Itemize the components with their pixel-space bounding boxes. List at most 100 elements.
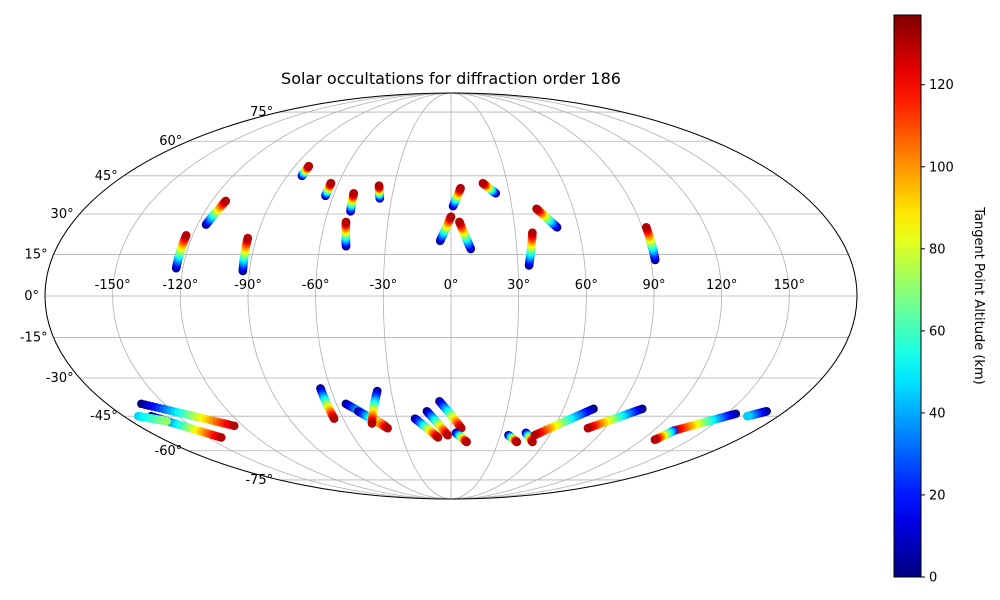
track-point — [349, 188, 359, 198]
occultation-track — [134, 411, 171, 426]
occultation-track — [346, 188, 359, 216]
track-point — [433, 433, 443, 442]
graticule — [44, 92, 858, 500]
latitude-tick-label: 75° — [250, 105, 273, 120]
latitude-tick-label: 45° — [95, 169, 118, 184]
track-point — [326, 178, 336, 188]
latitude-tick-label: 30° — [51, 207, 74, 222]
colorbar: 0 20 40 60 80 100 120 Tangent Point Altitude (… — [893, 14, 986, 586]
latitude-tick-labels: -75° -60° -45° -30° -15° 0° 15° 30° 45° 60° 75° — [20, 105, 273, 488]
longitude-tick-label: -90° — [234, 278, 262, 293]
colorbar-ticks: 0 20 40 60 80 100 120 — [921, 78, 954, 586]
longitude-gridline — [450, 92, 587, 500]
occultation-track — [201, 196, 231, 229]
track-point — [446, 212, 456, 221]
map-boundary — [44, 92, 858, 500]
colorbar-tick-label: 80 — [929, 242, 946, 257]
occultation-track — [297, 161, 314, 181]
track-point — [528, 228, 537, 237]
longitude-tick-label: -30° — [369, 278, 397, 293]
colorbar-tick-label: 40 — [929, 406, 946, 421]
longitude-gridline — [450, 92, 655, 500]
longitude-tick-labels: -150° -120° -90° -60° -30° 0° 30° 60° 90° 120° 150… — [95, 278, 805, 293]
occultation-track — [448, 183, 465, 211]
occultation-track — [316, 384, 339, 423]
chart-title: Solar occultations for diffraction order… — [281, 69, 621, 88]
longitude-tick-label: -60° — [302, 278, 330, 293]
longitude-tick-label: -150° — [95, 278, 131, 293]
longitude-tick-label: 150° — [774, 278, 805, 293]
track-point — [329, 414, 339, 423]
colorbar-tick-label: 100 — [929, 160, 954, 175]
track-point — [162, 416, 171, 426]
track-point — [304, 161, 314, 171]
occultation-track — [367, 386, 382, 428]
longitude-tick-label: 30° — [507, 278, 530, 293]
occultation-track — [641, 222, 660, 265]
longitude-tick-label: 90° — [642, 278, 665, 293]
track-point — [229, 421, 239, 431]
occultation-track — [171, 231, 191, 273]
occultation-track — [238, 233, 253, 276]
track-point — [243, 233, 253, 243]
occultation-track — [530, 404, 598, 440]
colorbar-tick-label: 60 — [929, 324, 946, 339]
longitude-gridline — [450, 92, 723, 500]
occultation-track — [504, 430, 522, 447]
track-point — [456, 183, 465, 193]
track-point — [528, 437, 537, 447]
track-point — [641, 222, 651, 232]
track-point — [583, 423, 593, 433]
occultation-track — [341, 217, 351, 251]
occultation-tracks — [134, 161, 771, 447]
track-point — [532, 204, 541, 214]
longitude-gridline — [315, 92, 452, 500]
occultation-track — [374, 181, 385, 203]
occultation-track — [650, 426, 679, 445]
occultation-track — [743, 406, 771, 421]
colorbar-tick-label: 120 — [929, 78, 954, 93]
track-point — [221, 196, 231, 206]
track-point — [443, 430, 453, 440]
track-point — [216, 433, 226, 442]
occultation-track — [435, 212, 456, 246]
latitude-tick-label: 0° — [24, 289, 39, 304]
track-point — [455, 217, 464, 227]
longitude-tick-label: -120° — [162, 278, 198, 293]
longitude-tick-label: 60° — [575, 278, 598, 293]
colorbar-tick-label: 20 — [929, 488, 946, 503]
occultation-track — [532, 204, 562, 232]
occultation-track — [137, 399, 239, 431]
colorbar-label: Tangent Point Altitude (km) — [971, 206, 986, 384]
track-point — [374, 181, 384, 190]
longitude-gridline — [247, 92, 452, 500]
latitude-tick-label: -15° — [20, 331, 48, 346]
track-point — [181, 231, 191, 240]
track-point — [743, 411, 752, 421]
latitude-tick-label: -60° — [155, 444, 183, 459]
track-point — [383, 423, 392, 433]
occultation-track — [435, 396, 466, 433]
track-point — [530, 430, 540, 440]
longitude-gridline — [450, 92, 790, 500]
longitude-tick-label: 0° — [444, 278, 459, 293]
longitude-tick-label: 120° — [706, 278, 737, 293]
occultation-track — [451, 428, 471, 447]
occultation-track — [583, 404, 647, 433]
longitude-gridline — [112, 92, 452, 500]
track-point — [512, 437, 522, 447]
colorbar-gradient — [893, 14, 922, 578]
occultation-track — [410, 414, 443, 442]
occultation-track — [422, 406, 453, 440]
track-point — [462, 437, 471, 447]
occultation-track — [524, 228, 537, 270]
latitude-tick-label: -30° — [46, 371, 74, 386]
latitude-tick-label: 15° — [25, 247, 48, 262]
track-point — [650, 435, 660, 445]
track-point — [367, 419, 377, 428]
latitude-tick-label: 60° — [159, 134, 182, 149]
occultation-track — [478, 178, 501, 198]
occultation-track — [321, 178, 336, 201]
